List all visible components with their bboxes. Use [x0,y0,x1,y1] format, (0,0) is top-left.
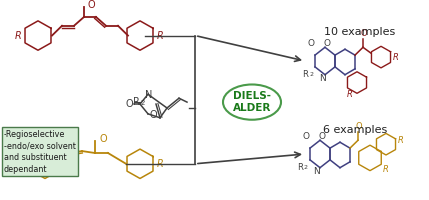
Text: O: O [88,0,96,10]
Text: -Regioselective
-endo/exo solvent
and substituent
dependant: -Regioselective -endo/exo solvent and su… [4,130,76,174]
Text: 6 examples: 6 examples [323,125,387,135]
Text: O: O [302,132,309,141]
Text: R: R [297,163,303,172]
Text: 10 examples: 10 examples [324,27,396,37]
Text: R: R [21,159,28,169]
Text: N: N [314,167,320,176]
Text: O: O [308,39,314,48]
Text: O: O [361,29,367,38]
Text: R: R [398,136,404,145]
Text: R: R [347,90,353,99]
Text: R: R [393,53,399,62]
Text: R: R [302,70,308,79]
Text: DIELS-
ALDER: DIELS- ALDER [233,91,271,113]
Text: O: O [356,122,363,131]
Ellipse shape [223,84,281,120]
Text: O: O [318,132,326,141]
Text: N: N [145,90,153,100]
Text: R: R [157,31,163,41]
Text: O: O [99,134,107,144]
Text: O: O [125,99,133,109]
Text: R: R [383,165,389,174]
Text: R: R [15,31,21,41]
Text: R: R [133,97,139,107]
Text: 2: 2 [141,100,145,106]
Text: O: O [149,110,157,120]
Text: R: R [157,159,163,169]
Text: 2: 2 [309,72,313,77]
Text: O: O [323,39,330,48]
Text: 2: 2 [304,165,308,170]
Text: N: N [319,74,325,83]
